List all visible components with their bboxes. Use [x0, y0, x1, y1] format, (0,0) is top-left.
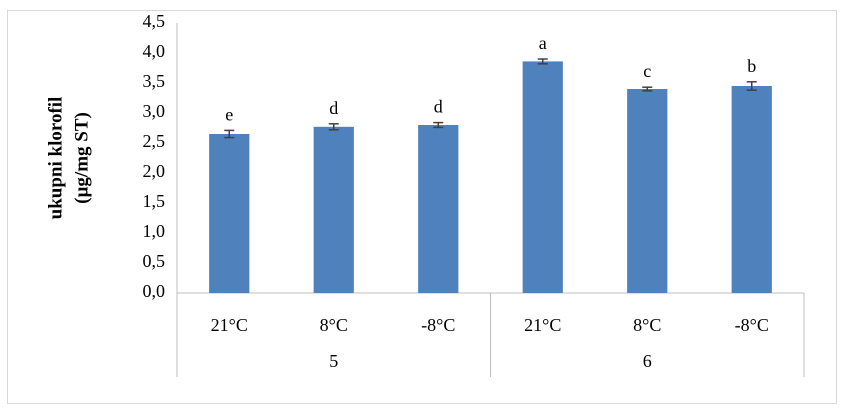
- x-category-label: 8°C: [633, 315, 661, 335]
- bar: [209, 134, 249, 293]
- x-category-label: -8°C: [735, 315, 769, 335]
- bar: [627, 89, 667, 293]
- significance-letter: e: [225, 104, 233, 124]
- x-group-label: 6: [643, 351, 652, 371]
- y-tick-label: 1,5: [143, 191, 166, 211]
- y-tick-label: 2,0: [143, 161, 166, 181]
- x-group-label: 5: [329, 351, 338, 371]
- significance-letter: d: [434, 97, 443, 117]
- bar: [314, 127, 354, 293]
- bar: [418, 125, 458, 293]
- significance-letter: b: [747, 56, 756, 76]
- y-tick-label: 3,5: [143, 71, 166, 91]
- bar: [732, 86, 772, 293]
- y-tick-label: 4,0: [143, 41, 166, 61]
- y-axis-label-line-0: ukupni klorofil: [45, 97, 66, 220]
- y-tick-label: 1,0: [143, 221, 166, 241]
- x-category-label: -8°C: [421, 315, 455, 335]
- x-category-label: 8°C: [320, 315, 348, 335]
- significance-letter: c: [643, 61, 651, 81]
- significance-letter: a: [539, 33, 547, 53]
- bar: [523, 61, 563, 293]
- y-tick-label: 3,0: [143, 101, 166, 121]
- x-category-label: 21°C: [524, 315, 561, 335]
- x-category-label: 21°C: [211, 315, 248, 335]
- y-tick-label: 2,5: [143, 131, 166, 151]
- y-axis-label-line-1: (µg/mg ST): [71, 112, 92, 204]
- significance-letter: d: [329, 98, 338, 118]
- y-tick-label: 0,5: [143, 251, 166, 271]
- y-tick-label: 0,0: [143, 281, 166, 301]
- y-tick-label: 4,5: [143, 11, 166, 31]
